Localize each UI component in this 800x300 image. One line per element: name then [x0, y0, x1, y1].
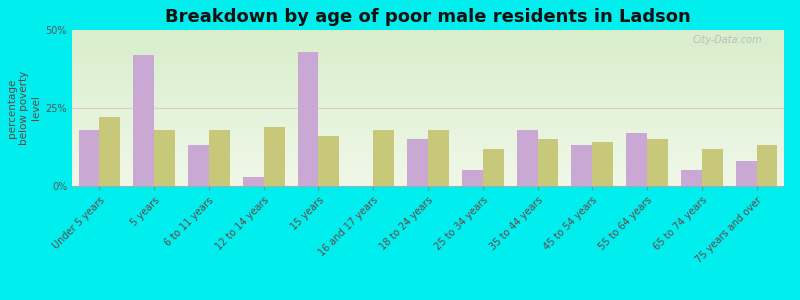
Bar [681, 170, 702, 186]
Text: City-Data.com: City-Data.com [693, 35, 762, 45]
Bar [209, 130, 230, 186]
Bar [571, 146, 592, 186]
Bar [264, 127, 285, 186]
Bar [592, 142, 613, 186]
Title: Breakdown by age of poor male residents in Ladson: Breakdown by age of poor male residents … [165, 8, 691, 26]
Bar [154, 130, 175, 186]
Bar [243, 177, 264, 186]
Bar [736, 161, 757, 186]
Bar [374, 130, 394, 186]
Bar [428, 130, 449, 186]
Bar [318, 136, 339, 186]
Bar [517, 130, 538, 186]
Bar [462, 170, 482, 186]
Bar [407, 139, 428, 186]
Bar [99, 117, 120, 186]
Bar [757, 146, 778, 186]
Bar [482, 148, 503, 186]
Bar [538, 139, 558, 186]
Bar [298, 52, 318, 186]
Bar [647, 139, 668, 186]
Bar [188, 146, 209, 186]
Bar [626, 133, 647, 186]
Bar [702, 148, 722, 186]
Bar [78, 130, 99, 186]
Y-axis label: percentage
below poverty
level: percentage below poverty level [6, 71, 42, 145]
Bar [134, 55, 154, 186]
